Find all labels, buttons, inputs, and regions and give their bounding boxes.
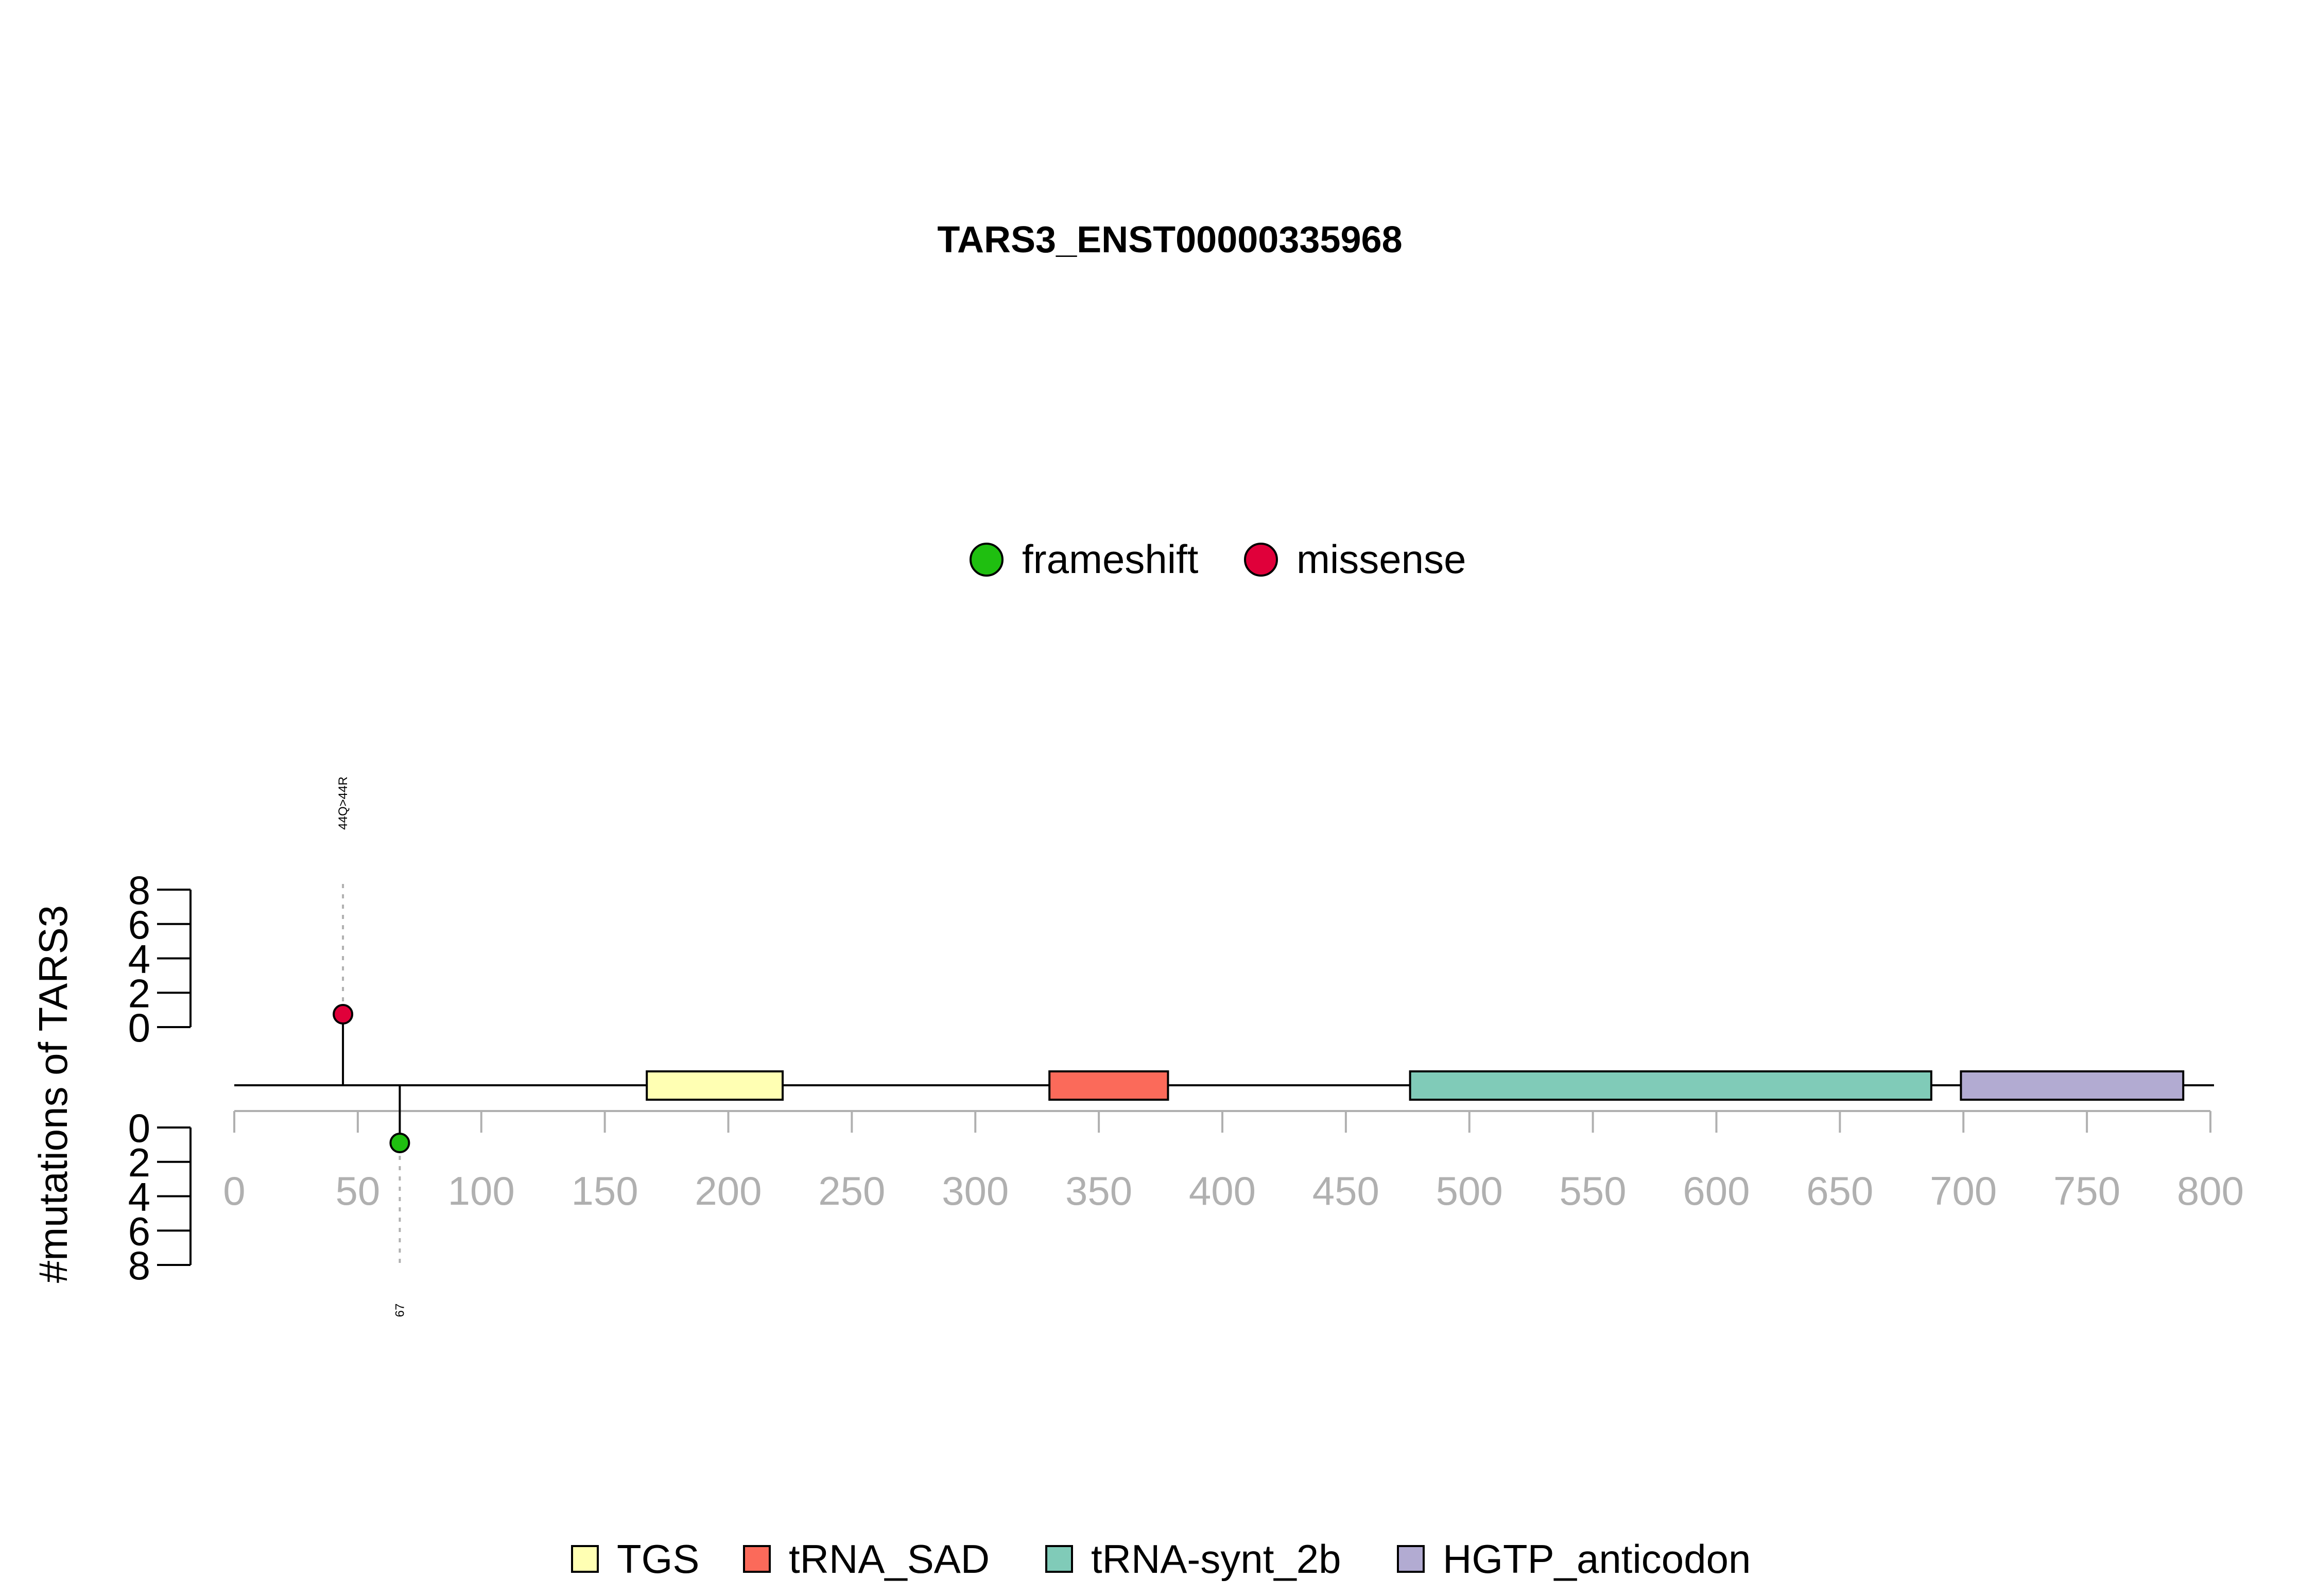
domain-box-tRNA_SAD — [1048, 1070, 1169, 1101]
x-tick-label-50: 50 — [335, 1168, 380, 1213]
y-tick-label-lower-0: 0 — [128, 1105, 150, 1151]
domain-legend-swatch-tRNA_SAD — [743, 1545, 771, 1573]
mutation-lollipops: 44Q>44R 67 — [333, 776, 410, 1317]
x-tick-label-200: 200 — [695, 1168, 762, 1213]
x-tick-label-450: 450 — [1312, 1168, 1379, 1213]
mutation-point-67 — [389, 1133, 410, 1153]
x-tick-label-800: 800 — [2177, 1168, 2244, 1213]
y-tick-label-lower-8: 8 — [128, 1243, 150, 1288]
y-tick-label-lower-4: 4 — [128, 1174, 150, 1220]
y-tick-label-upper-6: 6 — [128, 902, 150, 947]
domain-box-HGTP_anticodon — [1960, 1070, 2185, 1101]
domain-box-TGS — [646, 1070, 784, 1101]
y-tick-label-upper-8: 8 — [128, 868, 150, 913]
x-tick-label-400: 400 — [1189, 1168, 1256, 1213]
mutation-label-44: 44Q>44R — [336, 776, 350, 829]
y-tick-label-upper-2: 2 — [128, 970, 150, 1016]
y-tick-label-upper-4: 4 — [128, 936, 150, 982]
x-tick-label-350: 350 — [1065, 1168, 1132, 1213]
domain-boxes — [646, 1070, 2185, 1101]
x-tick-label-0: 0 — [223, 1168, 245, 1213]
x-tick-label-100: 100 — [448, 1168, 515, 1213]
x-tick-label-650: 650 — [1806, 1168, 1873, 1213]
legend-marker-missense — [1244, 543, 1278, 577]
domain-legend-swatch-TGS — [571, 1545, 599, 1573]
legend-label-frameshift: frameshift — [1022, 536, 1199, 582]
x-tick-label-600: 600 — [1683, 1168, 1750, 1213]
mutation-type-legend: frameshift missense — [970, 536, 1466, 582]
chart-title: TARS3_ENST00000335968 — [937, 219, 1402, 261]
domain-legend-label-TGS: TGS — [617, 1536, 699, 1582]
x-tick-label-750: 750 — [2053, 1168, 2120, 1213]
mutation-point-44 — [333, 1004, 354, 1025]
x-tick-label-550: 550 — [1560, 1168, 1627, 1213]
y-axis-label: #mutations of TARS3 — [30, 905, 76, 1283]
y-tick-label-lower-6: 6 — [128, 1208, 150, 1254]
x-axis: 0 50 100 150 200 250 300 350 400 450 500 550 600 650 7… — [223, 1110, 2244, 1213]
domain-legend-swatch-HGTP_anticodon — [1397, 1545, 1425, 1573]
x-tick-label-500: 500 — [1436, 1168, 1503, 1213]
domain-legend: TGS tRNA_SAD tRNA-synt_2b HGTP_anticodon — [571, 1536, 1751, 1582]
legend-marker-frameshift — [970, 543, 1004, 577]
domain-legend-label-tRNA-synt_2b: tRNA-synt_2b — [1091, 1536, 1341, 1582]
y-tick-label-lower-2: 2 — [128, 1140, 150, 1185]
domain-legend-swatch-tRNA-synt_2b — [1045, 1545, 1073, 1573]
y-tick-label-upper-0: 0 — [128, 1005, 150, 1050]
mutation-label-67: 67 — [393, 1304, 407, 1317]
x-tick-label-250: 250 — [818, 1168, 885, 1213]
x-tick-label-300: 300 — [942, 1168, 1009, 1213]
x-tick-label-150: 150 — [572, 1168, 638, 1213]
domain-legend-label-tRNA_SAD: tRNA_SAD — [789, 1536, 990, 1582]
legend-label-missense: missense — [1296, 536, 1466, 582]
x-tick-label-700: 700 — [1930, 1168, 1997, 1213]
domain-box-tRNA-synt_2b — [1409, 1070, 1932, 1101]
domain-legend-label-HGTP_anticodon: HGTP_anticodon — [1443, 1536, 1751, 1582]
